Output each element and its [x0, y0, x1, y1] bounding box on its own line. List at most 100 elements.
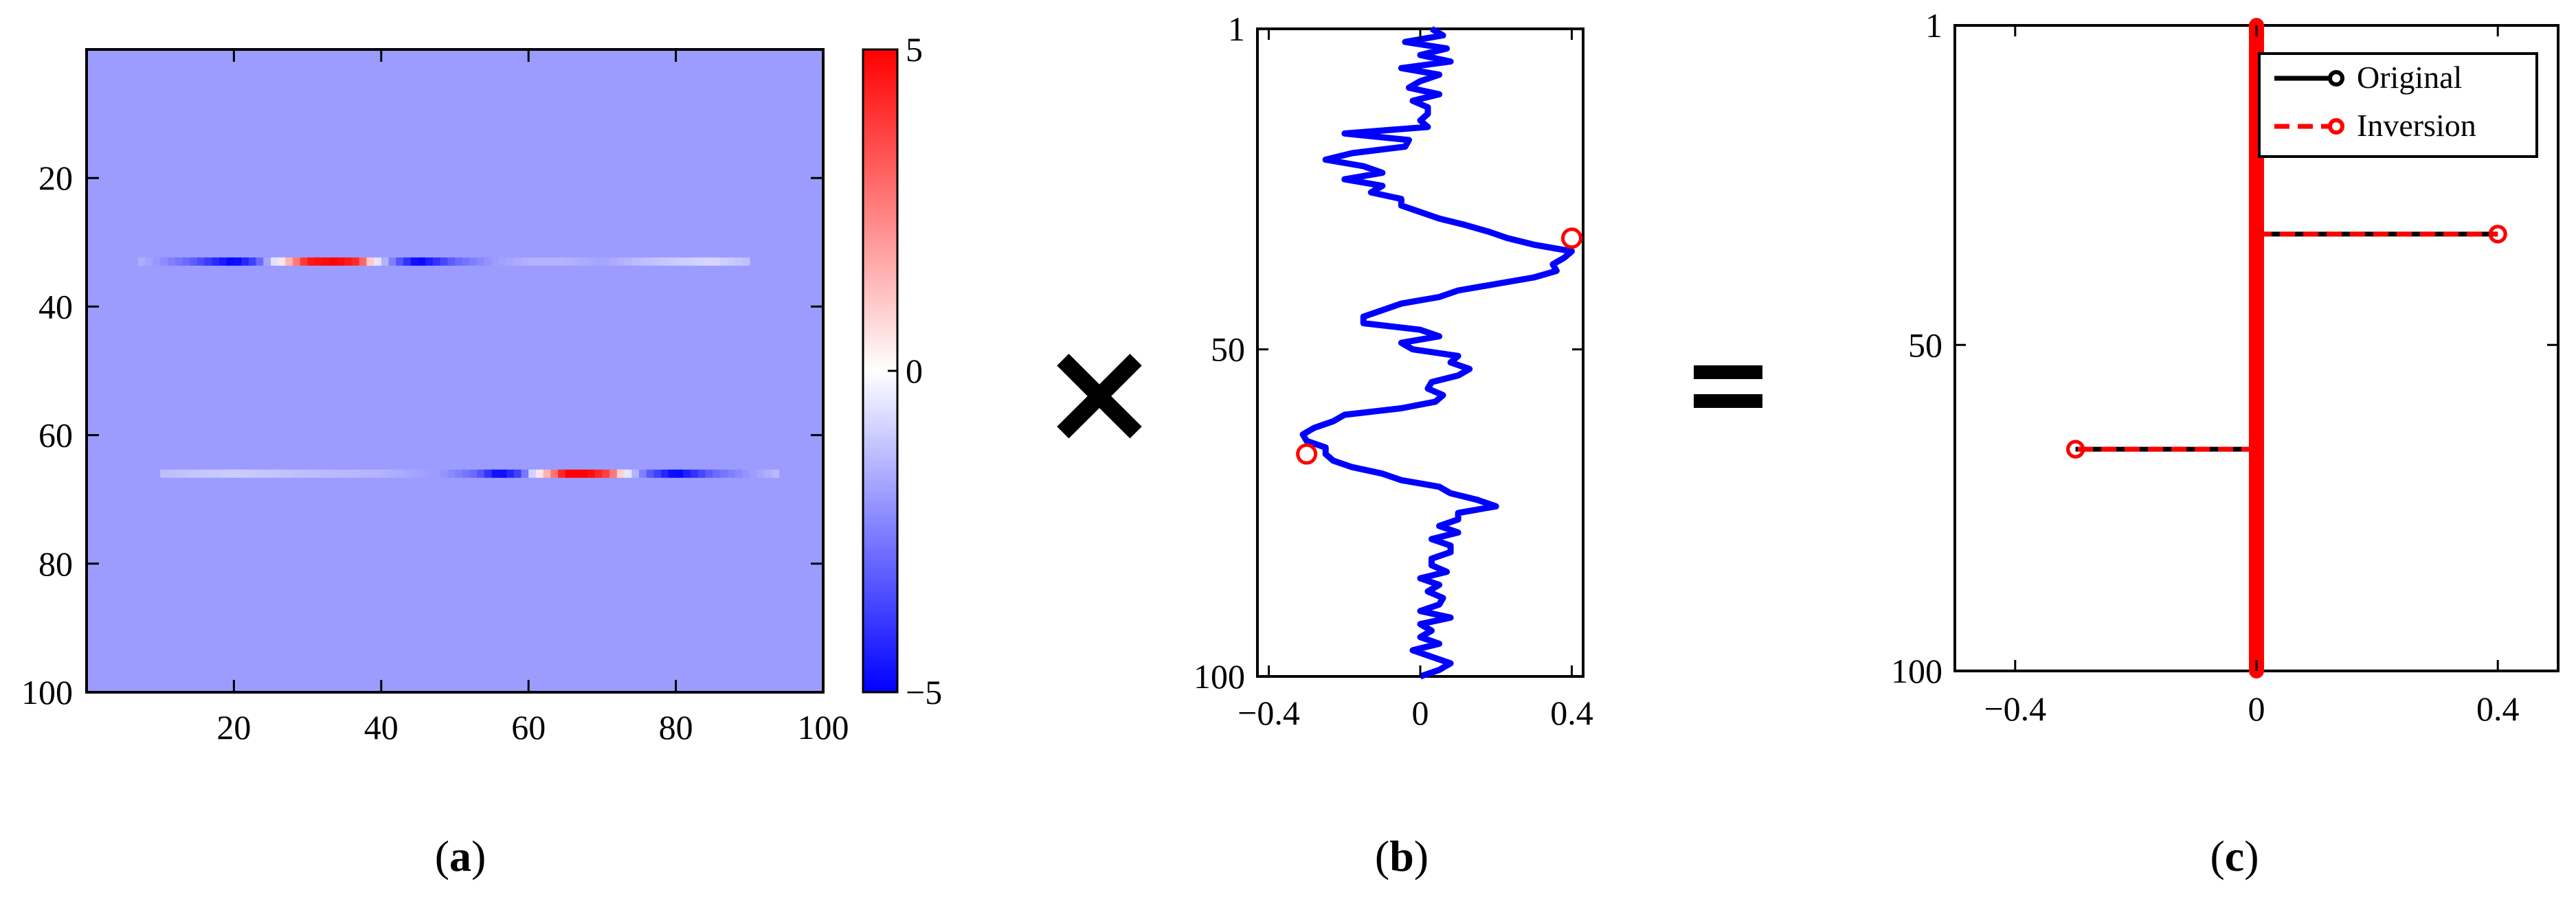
- x-tick-label: 60: [511, 708, 546, 746]
- heatmap-cell: [491, 469, 500, 478]
- heatmap-cell: [713, 469, 721, 478]
- heatmap-cell: [337, 469, 345, 478]
- heatmap-cell: [565, 469, 574, 478]
- heatmap-cell: [285, 257, 293, 266]
- y-tick-label: 100: [1891, 652, 1942, 690]
- x-tick-label: 0: [2248, 689, 2265, 728]
- heatmap-cell: [484, 257, 493, 266]
- heatmap-cell: [344, 469, 352, 478]
- heatmap-cell: [388, 469, 396, 478]
- heatmap-cell: [293, 469, 301, 478]
- legend-label-original: Original: [2357, 60, 2462, 95]
- heatmap-cell: [742, 257, 750, 266]
- heatmap-cell: [285, 469, 293, 478]
- panel-b-markers: [1296, 227, 1582, 465]
- heatmap-cell: [462, 469, 471, 478]
- heatmap-frame: [85, 48, 825, 694]
- heatmap-cell: [491, 257, 500, 266]
- y-tick-label: 80: [38, 545, 73, 583]
- caption-a-letter: a: [449, 832, 471, 880]
- caption-a: (a): [435, 832, 486, 880]
- y-tick-label: 1: [1228, 10, 1245, 48]
- panel-c: −0.4 0 0.4 1 50 100 Original Inversion: [1891, 6, 2560, 728]
- heatmap-cell: [565, 257, 574, 266]
- heatmap-cell: [713, 257, 721, 266]
- heatmap-cell: [683, 257, 691, 266]
- heatmap-cell: [440, 257, 448, 266]
- y-tick-label: 100: [1194, 657, 1245, 696]
- legend: Original Inversion: [2258, 52, 2538, 158]
- heatmap-cell: [639, 257, 647, 266]
- heatmap-cell: [528, 469, 537, 478]
- heatmap-cell: [234, 469, 242, 478]
- heatmap-cell: [668, 469, 677, 478]
- legend-label-inversion: Inversion: [2357, 108, 2476, 143]
- heatmap-cell: [705, 257, 713, 266]
- heatmap-cell: [432, 257, 441, 266]
- heatmap-cell: [691, 469, 699, 478]
- x-tick-label: 0.4: [1550, 694, 1593, 732]
- colorbar-tick-label: −5: [906, 673, 942, 711]
- heatmap-cell: [315, 257, 323, 266]
- heatmap-cell: [381, 469, 390, 478]
- heatmap-cell: [226, 469, 234, 478]
- caption-b-close: ): [1414, 832, 1429, 880]
- heatmap-cell: [425, 257, 434, 266]
- heatmap-cell: [366, 469, 374, 478]
- heatmap-cell: [432, 469, 441, 478]
- heatmap-cell: [300, 469, 309, 478]
- heatmap-cell: [396, 469, 404, 478]
- heatmap-cell: [351, 257, 360, 266]
- heatmap-cell: [138, 257, 146, 266]
- heatmap-cell: [727, 257, 735, 266]
- x-tick-label: 40: [364, 708, 399, 746]
- heatmap-cell: [263, 469, 271, 478]
- heatmap-row-33: [138, 257, 750, 266]
- heatmap-cell: [653, 257, 662, 266]
- heatmap-cell: [293, 257, 301, 266]
- heatmap-cell: [587, 469, 596, 478]
- heatmap-cell: [197, 469, 205, 478]
- heatmap-cell: [499, 257, 507, 266]
- heatmap-cell: [204, 257, 212, 266]
- heatmap-cell: [322, 257, 331, 266]
- heatmap-cell: [366, 257, 374, 266]
- heatmap-cell: [521, 257, 529, 266]
- heatmap-cell: [145, 257, 154, 266]
- heatmap-cell: [175, 469, 183, 478]
- heatmap-cell: [190, 257, 198, 266]
- heatmap-cell: [351, 469, 360, 478]
- heatmap-cell: [624, 469, 632, 478]
- heatmap-cell: [646, 257, 655, 266]
- heatmap-cell: [359, 257, 367, 266]
- panel-c-y-ticks: 1 50 100: [1891, 6, 2558, 690]
- x-tick-label: 0.4: [2476, 689, 2520, 728]
- heatmap-cell: [631, 257, 640, 266]
- heatmap-cell: [418, 469, 426, 478]
- heatmap-cell: [212, 257, 220, 266]
- heatmap-cell: [160, 469, 168, 478]
- x-tick-label: 20: [216, 708, 251, 746]
- heatmap-cell: [374, 469, 382, 478]
- heatmap-cell: [572, 469, 581, 478]
- heatmap-cell: [521, 469, 529, 478]
- heatmap-cell: [558, 469, 566, 478]
- heatmap-cell: [668, 257, 677, 266]
- heatmap-cell: [337, 257, 345, 266]
- heatmap-cell: [535, 469, 544, 478]
- heatmap-cell: [418, 257, 426, 266]
- highlight-marker: [1296, 443, 1318, 465]
- y-tick-label: 40: [38, 287, 73, 326]
- series-line-b: [1299, 26, 1575, 680]
- heatmap-cell: [175, 257, 183, 266]
- heatmap-cell: [661, 469, 669, 478]
- heatmap-cell: [167, 469, 176, 478]
- heatmap-cell: [499, 469, 507, 478]
- heatmap-cell: [675, 469, 684, 478]
- heatmap-cell: [410, 469, 418, 478]
- heatmap-cell: [278, 257, 287, 266]
- x-tick-label: −0.4: [1237, 694, 1300, 732]
- equals-operator: [1694, 365, 1762, 408]
- heatmap-cell: [256, 257, 264, 266]
- colorbar-ticks: 5 0 −5: [888, 30, 942, 711]
